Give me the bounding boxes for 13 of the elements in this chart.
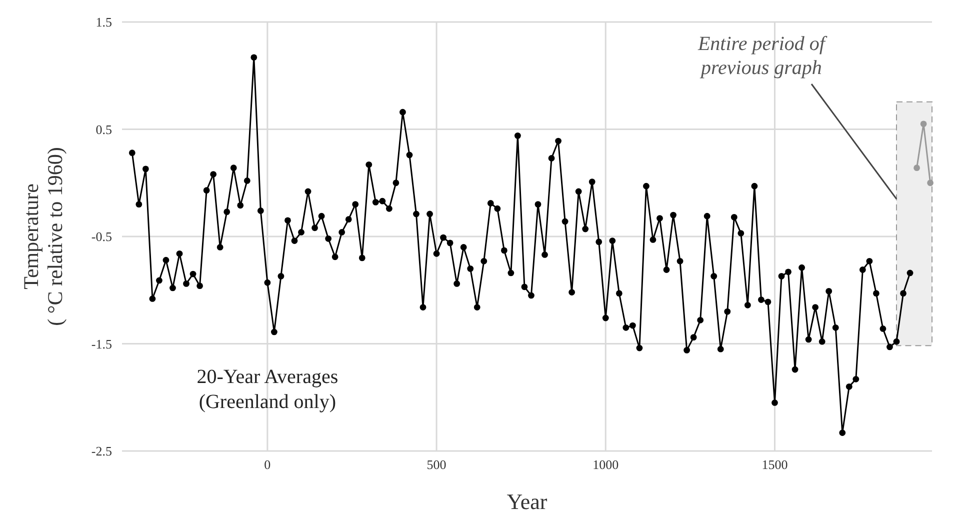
y-axis-title: Temperature ( °C relative to 1960) [19, 147, 67, 326]
y-tick-label: -0.5 [91, 229, 112, 244]
y-tick-label: 0.5 [96, 122, 112, 137]
y-tick-label: 1.5 [96, 14, 112, 30]
y-tick-label: -2.5 [91, 444, 112, 459]
x-tick-label: 1000 [592, 457, 619, 472]
x-tick-label: 500 [426, 457, 446, 472]
x-tick-label: 1500 [762, 457, 788, 472]
annotation: Entire period of previous graph [696, 33, 828, 79]
annotation: 20-Year Averages (Greenland only) [196, 366, 338, 413]
x-tick-label: 0 [264, 457, 271, 472]
x-axis-title: Year [506, 489, 548, 514]
y-tick-label: -1.5 [91, 336, 112, 352]
